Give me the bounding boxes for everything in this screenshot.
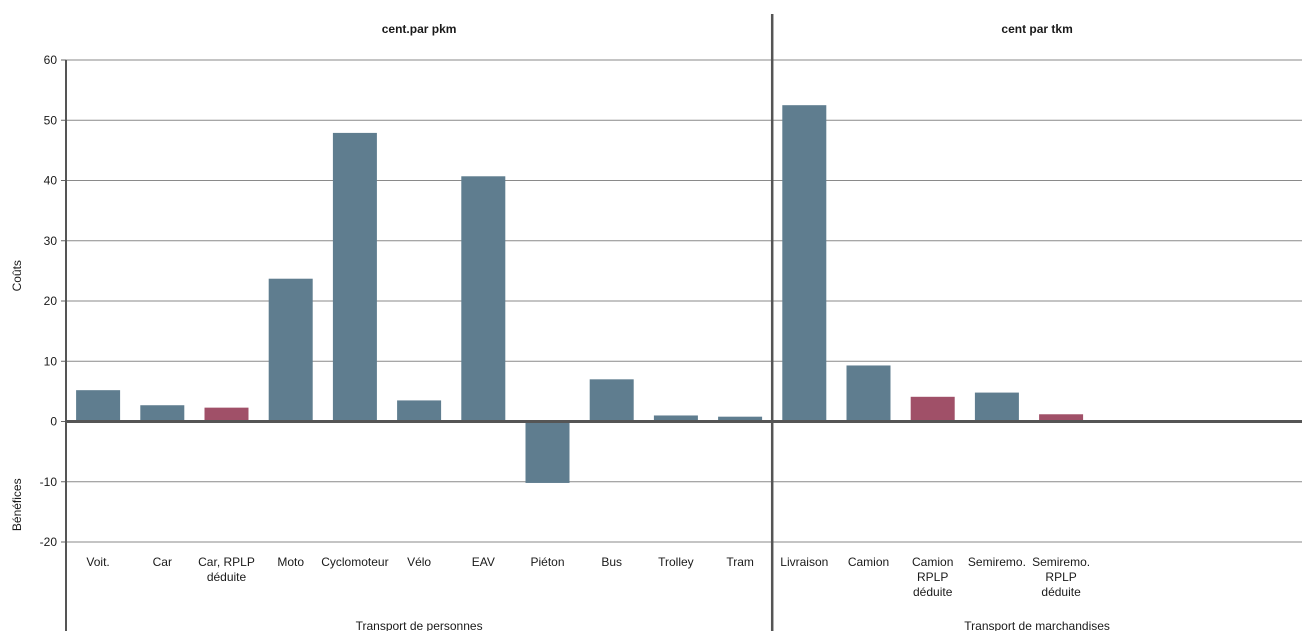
x-tick-label-line: Car (153, 555, 172, 569)
x-tick-label: Bus (601, 555, 622, 569)
x-tick-label: Camion RPLP déduite (912, 555, 953, 599)
x-tick-label-line: Voit. (86, 555, 109, 569)
bar (76, 390, 121, 422)
x-tick-label-line: Vélo (407, 555, 431, 569)
section-title: cent.par pkm (382, 22, 457, 36)
x-tick-label-line: déduite (207, 570, 247, 584)
bar (589, 379, 634, 422)
x-tick-label-line: Moto (277, 555, 304, 569)
y-tick-label: 50 (44, 113, 58, 127)
bar (140, 405, 185, 422)
x-tick-label-line: EAV (472, 555, 495, 569)
x-tick-label-line: Piéton (530, 555, 564, 569)
x-tick-label: Car (153, 555, 172, 569)
y-axis-title-costs: Coûts (10, 260, 24, 291)
x-tick-label-line: Tram (726, 555, 754, 569)
x-tick-label: EAV (472, 555, 495, 569)
y-tick-label: 40 (44, 174, 58, 188)
x-tick-label-line: Car, RPLP (198, 555, 255, 569)
section-title: cent par tkm (1001, 22, 1072, 36)
bars (76, 105, 1084, 483)
bar (846, 365, 891, 422)
x-tick-label: Tram (726, 555, 754, 569)
x-tick-label: Moto (277, 555, 304, 569)
bar (653, 415, 698, 422)
x-tick-label: Semiremo. RPLP déduite (1032, 555, 1090, 599)
bar (910, 396, 955, 422)
x-tick-label: Trolley (658, 555, 694, 569)
y-tick-label: -10 (40, 475, 58, 489)
y-tick-label: 0 (50, 415, 57, 429)
y-axis-title-benefits: Bénéfices (10, 478, 24, 531)
x-tick-label-line: Semiremo. (1032, 555, 1090, 569)
x-tick-label-line: Bus (601, 555, 622, 569)
x-tick-label-line: RPLP (1045, 570, 1076, 584)
x-tick-label: Vélo (407, 555, 431, 569)
bar (1039, 414, 1084, 422)
x-tick-label: Camion (848, 555, 889, 569)
x-tick-label: Semiremo. (968, 555, 1026, 569)
bar (204, 407, 249, 422)
x-tick-label-line: RPLP (917, 570, 948, 584)
y-tick-label: 30 (44, 234, 58, 248)
bar (461, 176, 506, 422)
x-tick-label-line: Semiremo. (968, 555, 1026, 569)
x-tick-label-line: Cyclomoteur (321, 555, 388, 569)
bar (268, 278, 313, 422)
group-label: Transport de marchandises (964, 619, 1110, 631)
y-tick-label: 20 (44, 294, 58, 308)
x-tick-label-line: Trolley (658, 555, 694, 569)
bar (974, 392, 1019, 422)
y-tick-label: 60 (44, 53, 58, 67)
gridlines (66, 59, 1302, 543)
bar (397, 400, 442, 422)
x-tick-label: Voit. (86, 555, 109, 569)
bar (332, 132, 377, 422)
bar (718, 416, 763, 422)
x-tick-label-line: Camion (848, 555, 889, 569)
bar (782, 105, 827, 422)
y-tick-label: -20 (40, 535, 58, 549)
x-tick-label: Piéton (530, 555, 564, 569)
x-tick-label: Car, RPLP déduite (198, 555, 255, 584)
x-tick-label-line: déduite (1041, 585, 1081, 599)
group-label: Transport de personnes (356, 619, 483, 631)
x-tick-label-line: déduite (913, 585, 953, 599)
x-tick-label-line: Camion (912, 555, 953, 569)
x-tick-label-line: Livraison (780, 555, 828, 569)
bar (525, 421, 570, 483)
x-tick-label: Livraison (780, 555, 828, 569)
x-tick-label: Cyclomoteur (321, 555, 388, 569)
axes (61, 14, 1302, 631)
y-tick-label: 10 (44, 354, 58, 368)
